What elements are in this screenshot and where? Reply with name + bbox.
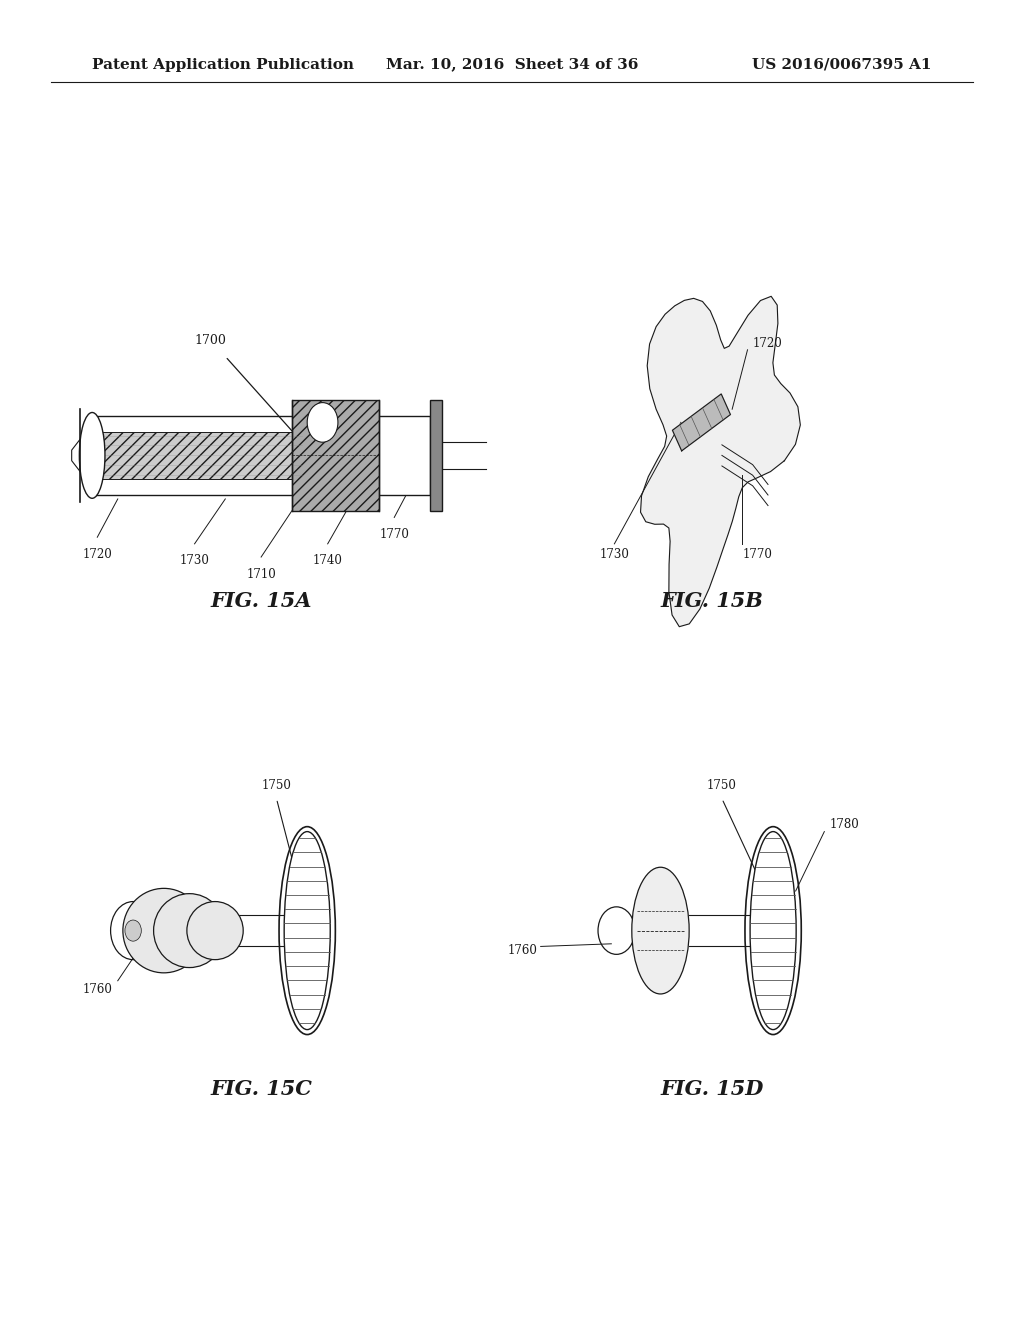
Text: 1770: 1770 [742, 548, 772, 561]
Bar [92, 416, 430, 495]
Text: 1720: 1720 [82, 548, 113, 561]
Text: FIG. 15C: FIG. 15C [210, 1078, 312, 1100]
Ellipse shape [284, 832, 330, 1030]
Text: FIG. 15A: FIG. 15A [210, 590, 312, 611]
Bar [430, 400, 442, 511]
Text: FIG. 15D: FIG. 15D [660, 1078, 763, 1100]
Text: Patent Application Publication: Patent Application Publication [92, 58, 354, 71]
Text: 1770: 1770 [379, 528, 410, 541]
Text: 1750: 1750 [707, 779, 737, 792]
Polygon shape [641, 296, 801, 627]
Ellipse shape [632, 867, 689, 994]
Bar [292, 400, 379, 511]
Circle shape [111, 902, 156, 960]
Bar [92, 432, 307, 479]
Text: 1740: 1740 [312, 554, 343, 568]
Text: 1710: 1710 [246, 568, 276, 581]
Text: 1760: 1760 [508, 944, 538, 957]
Polygon shape [673, 393, 730, 451]
Text: 1720: 1720 [753, 337, 782, 350]
Text: 1760: 1760 [82, 983, 113, 997]
Text: 1730: 1730 [179, 554, 210, 568]
Circle shape [598, 907, 635, 954]
Circle shape [125, 920, 141, 941]
Text: 1730: 1730 [599, 548, 630, 561]
Ellipse shape [123, 888, 205, 973]
Ellipse shape [186, 902, 244, 960]
Ellipse shape [750, 832, 796, 1030]
Text: US 2016/0067395 A1: US 2016/0067395 A1 [753, 58, 932, 71]
Text: 1750: 1750 [261, 779, 292, 792]
Text: 1700: 1700 [194, 334, 226, 347]
Circle shape [307, 403, 338, 442]
Text: 1780: 1780 [829, 818, 859, 832]
Ellipse shape [80, 412, 104, 499]
Text: Mar. 10, 2016  Sheet 34 of 36: Mar. 10, 2016 Sheet 34 of 36 [386, 58, 638, 71]
Text: FIG. 15B: FIG. 15B [660, 590, 763, 611]
Ellipse shape [154, 894, 225, 968]
